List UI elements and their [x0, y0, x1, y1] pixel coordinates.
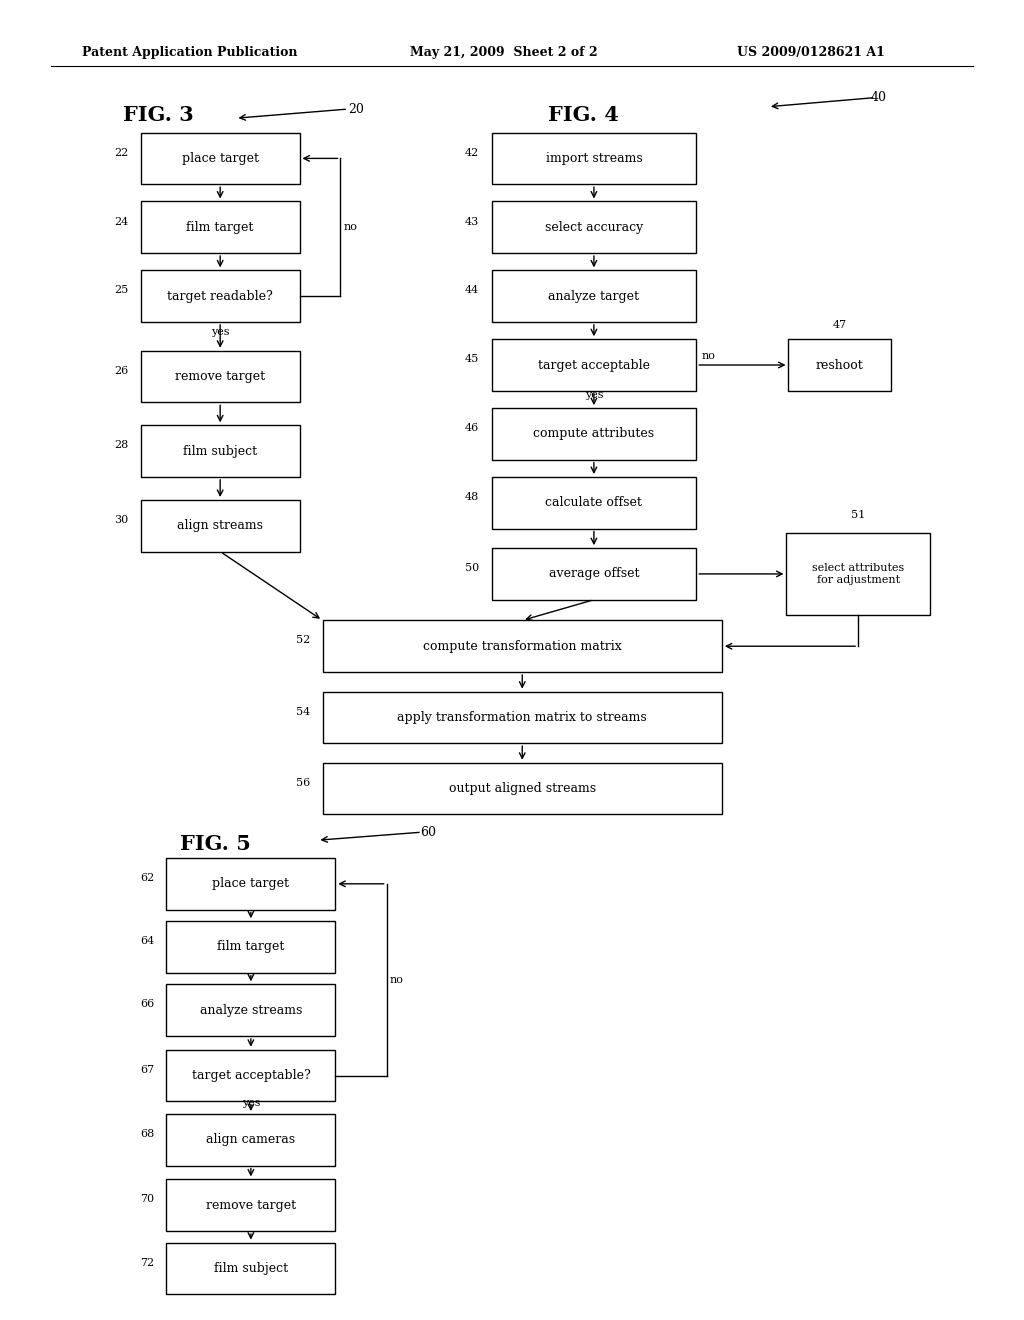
FancyBboxPatch shape — [492, 477, 696, 528]
Text: 62: 62 — [140, 873, 154, 883]
Text: output aligned streams: output aligned streams — [449, 781, 596, 795]
Text: target acceptable: target acceptable — [538, 359, 650, 371]
FancyBboxPatch shape — [492, 339, 696, 391]
Text: 28: 28 — [115, 441, 129, 450]
FancyBboxPatch shape — [492, 132, 696, 185]
FancyBboxPatch shape — [166, 1049, 336, 1101]
Text: FIG. 3: FIG. 3 — [123, 104, 195, 125]
FancyBboxPatch shape — [166, 985, 336, 1036]
Text: film subject: film subject — [183, 445, 257, 458]
Text: 70: 70 — [140, 1195, 154, 1204]
Text: 52: 52 — [296, 635, 310, 645]
Text: film subject: film subject — [214, 1262, 288, 1275]
FancyBboxPatch shape — [492, 202, 696, 253]
Text: analyze streams: analyze streams — [200, 1003, 302, 1016]
Text: 72: 72 — [140, 1258, 154, 1267]
Text: target readable?: target readable? — [167, 289, 273, 302]
FancyBboxPatch shape — [141, 425, 299, 477]
Text: 47: 47 — [833, 321, 847, 330]
FancyBboxPatch shape — [786, 532, 930, 615]
FancyBboxPatch shape — [166, 1114, 336, 1166]
FancyBboxPatch shape — [323, 692, 722, 743]
Text: 45: 45 — [465, 354, 479, 364]
Text: Patent Application Publication: Patent Application Publication — [82, 46, 297, 59]
Text: 51: 51 — [851, 511, 865, 520]
Text: yes: yes — [211, 327, 229, 337]
FancyBboxPatch shape — [166, 921, 336, 973]
Text: film target: film target — [186, 220, 254, 234]
FancyBboxPatch shape — [492, 408, 696, 459]
Text: place target: place target — [212, 878, 290, 890]
FancyBboxPatch shape — [323, 763, 722, 814]
FancyBboxPatch shape — [166, 1242, 336, 1294]
Text: target acceptable?: target acceptable? — [191, 1069, 310, 1082]
FancyBboxPatch shape — [323, 620, 722, 672]
Text: reshoot: reshoot — [816, 359, 863, 371]
Text: 40: 40 — [870, 91, 887, 104]
Text: 54: 54 — [296, 706, 310, 717]
Text: select attributes
for adjustment: select attributes for adjustment — [812, 564, 904, 585]
Text: US 2009/0128621 A1: US 2009/0128621 A1 — [737, 46, 885, 59]
Text: May 21, 2009  Sheet 2 of 2: May 21, 2009 Sheet 2 of 2 — [410, 46, 597, 59]
Text: 44: 44 — [465, 285, 479, 296]
FancyBboxPatch shape — [492, 271, 696, 322]
FancyBboxPatch shape — [141, 271, 299, 322]
Text: 67: 67 — [140, 1065, 154, 1074]
Text: 66: 66 — [140, 999, 154, 1010]
Text: 64: 64 — [140, 936, 154, 946]
Text: 25: 25 — [115, 285, 129, 296]
Text: 20: 20 — [348, 103, 365, 116]
Text: 22: 22 — [115, 148, 129, 157]
Text: 50: 50 — [465, 564, 479, 573]
Text: yes: yes — [242, 1098, 260, 1107]
Text: 24: 24 — [115, 216, 129, 227]
FancyBboxPatch shape — [141, 132, 299, 185]
Text: FIG. 5: FIG. 5 — [179, 834, 251, 854]
Text: align streams: align streams — [177, 519, 263, 532]
Text: align cameras: align cameras — [206, 1134, 296, 1146]
Text: apply transformation matrix to streams: apply transformation matrix to streams — [397, 711, 647, 723]
FancyBboxPatch shape — [141, 202, 299, 253]
Text: remove target: remove target — [206, 1199, 296, 1212]
Text: 46: 46 — [465, 424, 479, 433]
FancyBboxPatch shape — [492, 548, 696, 599]
Text: analyze target: analyze target — [549, 289, 639, 302]
Text: no: no — [343, 222, 357, 232]
Text: place target: place target — [181, 152, 259, 165]
Text: 56: 56 — [296, 777, 310, 788]
Text: no: no — [701, 351, 716, 360]
Text: 48: 48 — [465, 492, 479, 502]
Text: calculate offset: calculate offset — [546, 496, 642, 510]
Text: 43: 43 — [465, 216, 479, 227]
FancyBboxPatch shape — [141, 351, 299, 403]
FancyBboxPatch shape — [788, 339, 891, 391]
Text: 30: 30 — [115, 515, 129, 525]
Text: 42: 42 — [465, 148, 479, 157]
Text: select accuracy: select accuracy — [545, 220, 643, 234]
FancyBboxPatch shape — [166, 1179, 336, 1232]
FancyBboxPatch shape — [166, 858, 336, 909]
Text: 60: 60 — [420, 826, 436, 838]
FancyBboxPatch shape — [141, 500, 299, 552]
Text: FIG. 4: FIG. 4 — [548, 104, 620, 125]
Text: compute transformation matrix: compute transformation matrix — [423, 640, 622, 652]
Text: 26: 26 — [115, 366, 129, 376]
Text: yes: yes — [585, 389, 603, 400]
Text: film target: film target — [217, 940, 285, 953]
Text: import streams: import streams — [546, 152, 642, 165]
Text: remove target: remove target — [175, 370, 265, 383]
Text: compute attributes: compute attributes — [534, 428, 654, 441]
Text: average offset: average offset — [549, 568, 639, 581]
Text: 68: 68 — [140, 1129, 154, 1139]
Text: no: no — [389, 974, 403, 985]
